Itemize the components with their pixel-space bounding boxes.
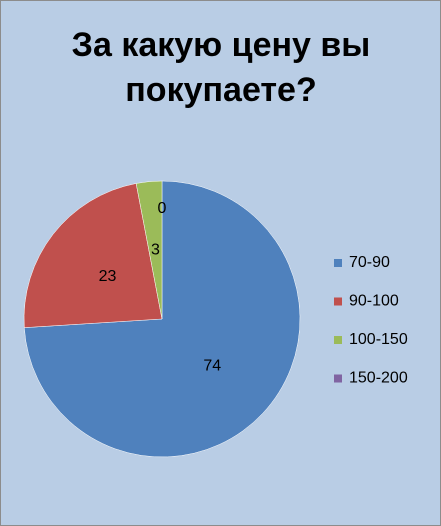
data-label: 23 — [99, 268, 117, 285]
data-label: 0 — [158, 200, 167, 217]
data-label: 3 — [151, 242, 160, 259]
legend-label: 150-200 — [349, 370, 408, 387]
pie-slice — [23, 183, 163, 328]
legend-label: 100-150 — [349, 331, 408, 348]
chart-title: За какую цену вы покупаете? — [71, 26, 371, 109]
legend-swatch — [334, 297, 342, 306]
legend-swatch — [334, 374, 342, 383]
legend-swatch — [334, 336, 342, 344]
data-label: 74 — [203, 357, 221, 374]
pie-slice — [135, 180, 163, 320]
legend-label: 70-90 — [349, 254, 390, 271]
legend-label: 90-100 — [349, 293, 399, 310]
legend-swatch — [334, 259, 342, 267]
